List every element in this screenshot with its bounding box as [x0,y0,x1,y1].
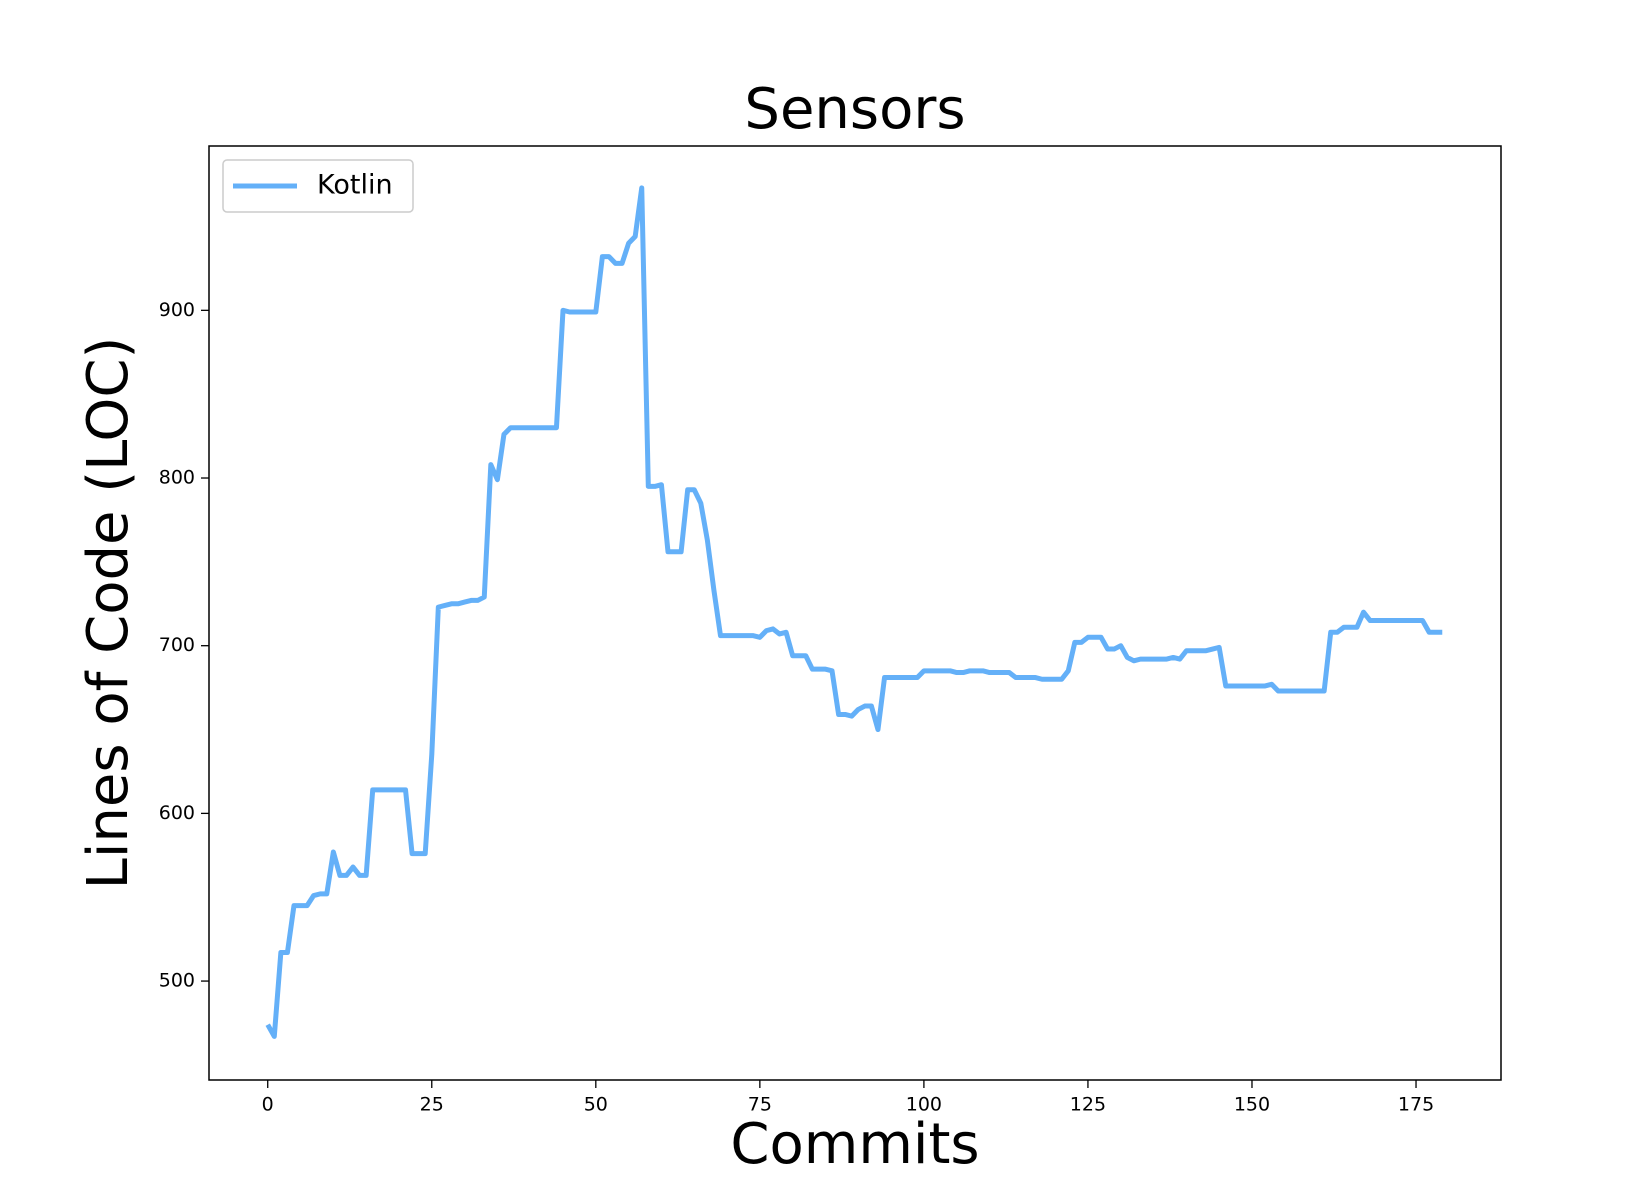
plot-frame [208,145,1502,1081]
x-tick-label: 125 [1070,1094,1106,1116]
x-tick-label: 50 [584,1094,608,1116]
y-tick-label: 500 [159,970,195,992]
x-tick-label: 100 [906,1094,942,1116]
x-tick-label: 175 [1398,1094,1434,1116]
x-tick-label: 0 [262,1094,274,1116]
x-tick-label: 150 [1234,1094,1270,1116]
legend-label: Kotlin [317,170,393,201]
y-tick-label: 900 [159,299,195,321]
data-line [265,185,1443,1039]
chart-title: Sensors [744,77,965,142]
x-tick-label: 25 [420,1094,444,1116]
x-axis-label: Commits [730,1112,979,1177]
y-tick-label: 700 [159,634,195,656]
y-tick-label: 600 [159,802,195,824]
y-tick-label: 800 [159,467,195,489]
legend-box [222,159,414,213]
y-axis-label: Lines of Code (LOC) [76,337,141,890]
x-tick-label: 75 [748,1094,772,1116]
